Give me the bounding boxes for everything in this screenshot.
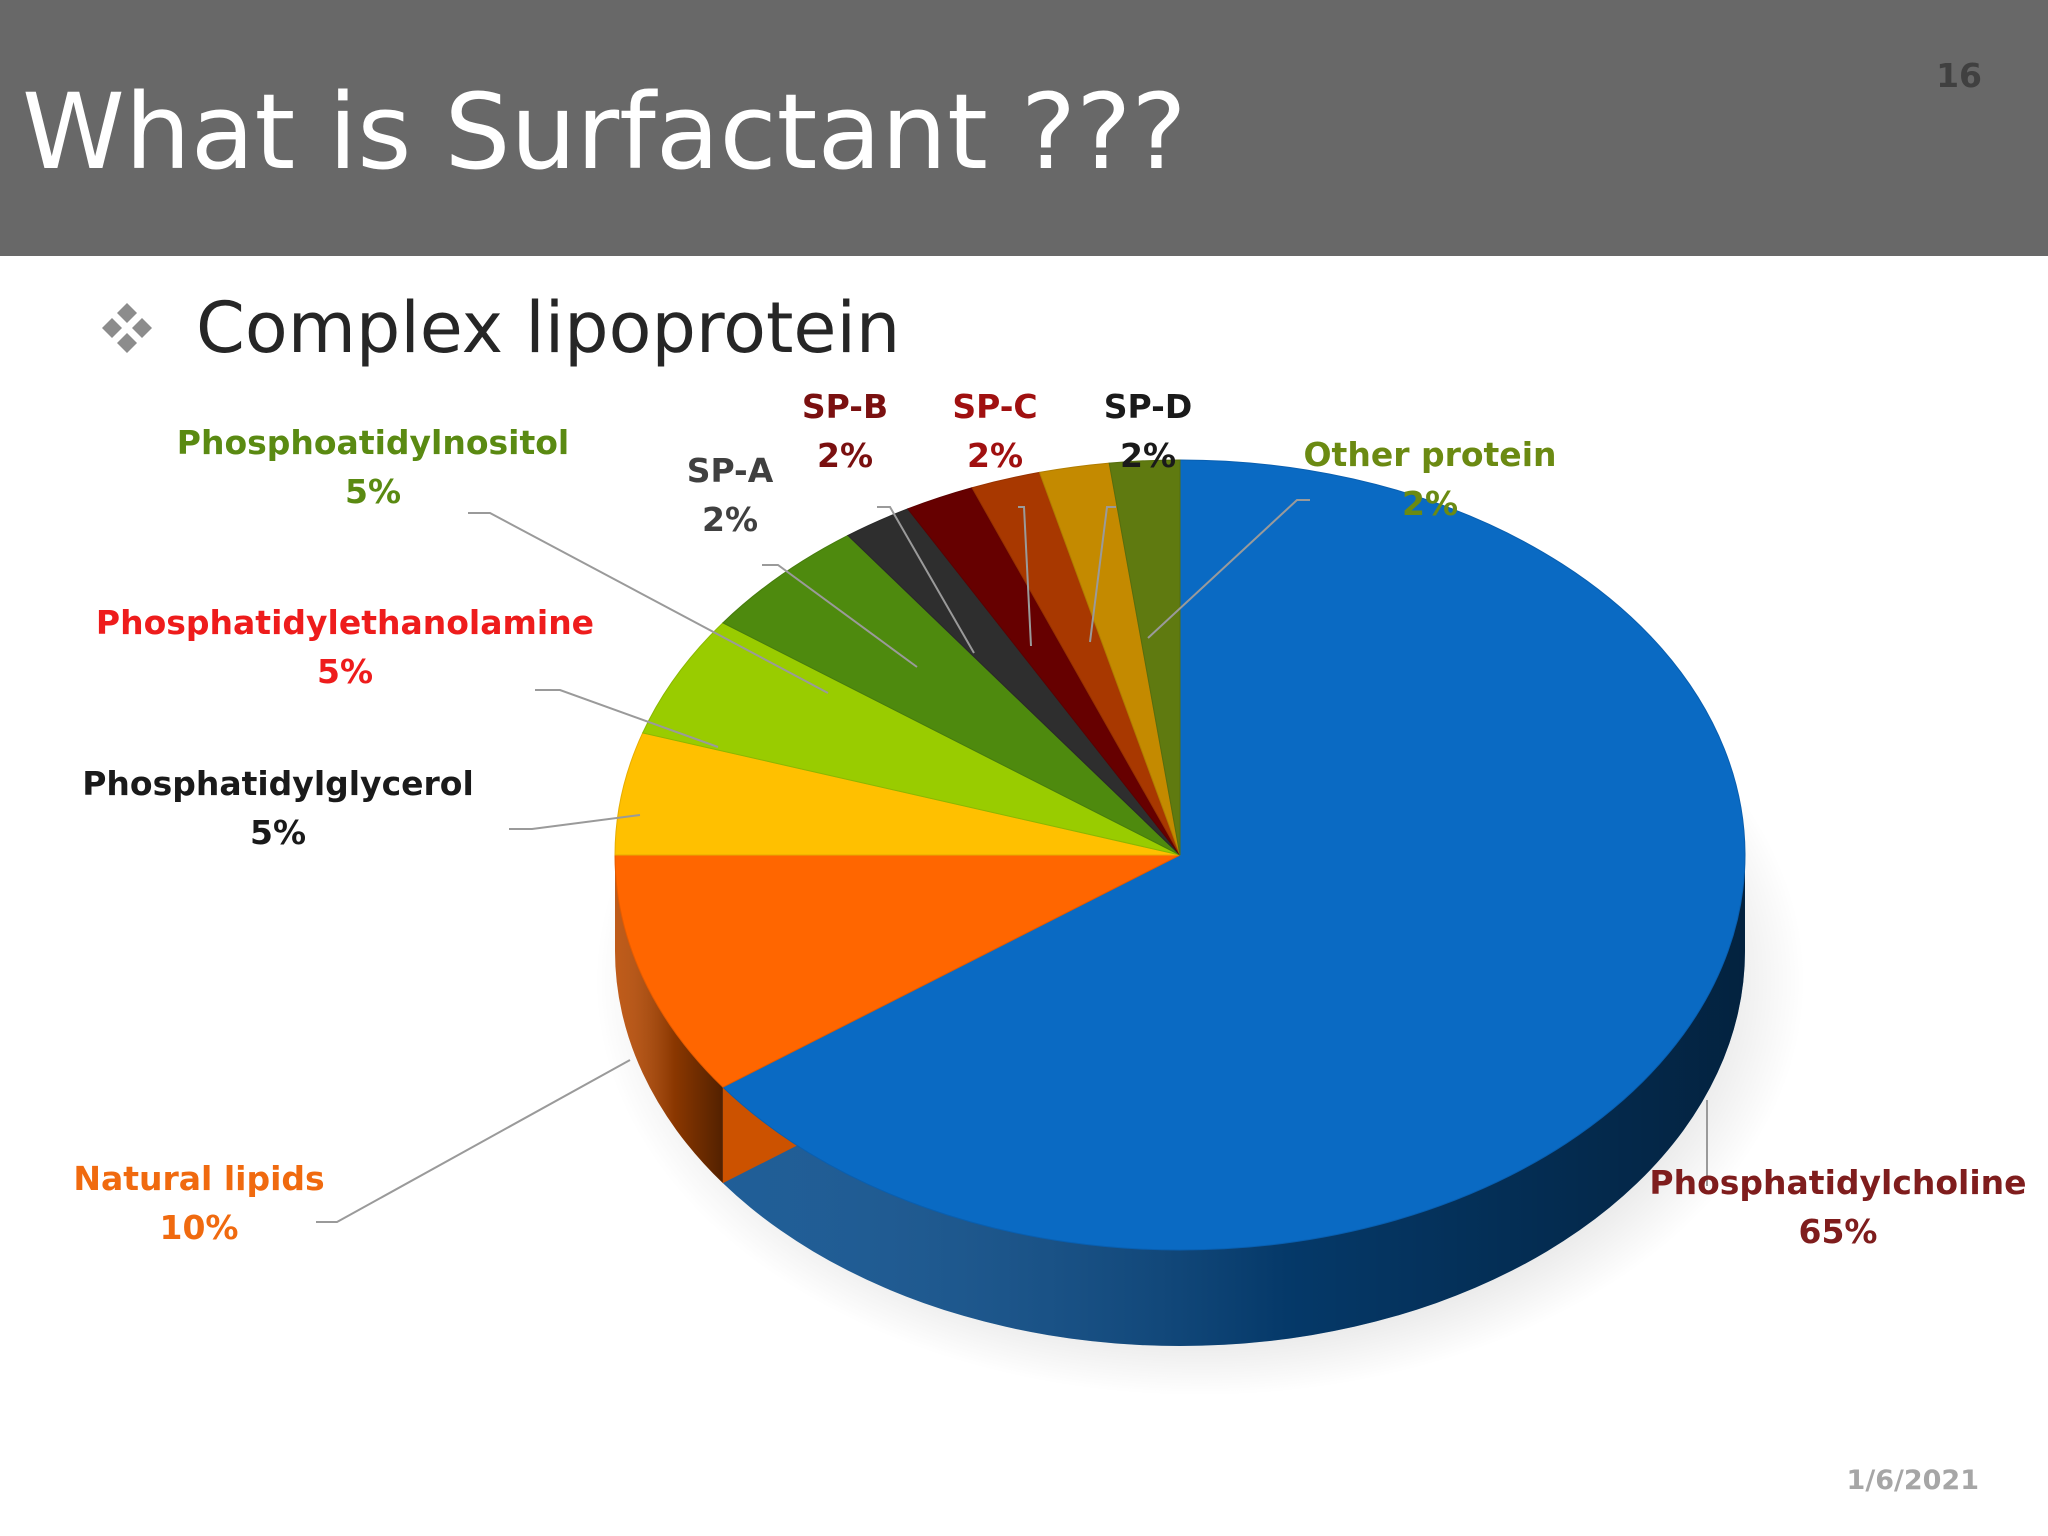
diamond-bullet-icon bbox=[102, 303, 152, 353]
slice-label-phosphatidylcholine: Phosphatidylcholine bbox=[1649, 1163, 2026, 1202]
pie-wall-shade-1 bbox=[615, 855, 723, 1184]
pie-slice-phosphoatidylnositol bbox=[722, 534, 1181, 856]
leader-line-phosphatidylglycerol bbox=[509, 814, 641, 830]
leader-line-sp-d bbox=[1089, 506, 1116, 643]
slice-label-sp-c: SP-C bbox=[952, 387, 1037, 426]
slice-value-phosphatidylethanolamine: 5% bbox=[317, 652, 373, 691]
slice-label-natural-lipids: Natural lipids bbox=[73, 1159, 324, 1198]
slice-value-sp-b: 2% bbox=[817, 436, 873, 475]
leader-line-natural-lipids bbox=[316, 1059, 631, 1223]
slice-label-phosphoatidylnositol: Phosphoatidylnositol bbox=[177, 423, 569, 462]
leader-line-sp-b bbox=[877, 506, 975, 654]
slice-value-sp-c: 2% bbox=[967, 436, 1023, 475]
slide-date: 1/6/2021 bbox=[1846, 1465, 1979, 1496]
slice-value-phosphatidylcholine: 65% bbox=[1799, 1212, 1878, 1251]
slide-title: What is Surfactant ??? bbox=[22, 71, 1187, 193]
slice-value-phosphatidylglycerol: 5% bbox=[250, 813, 306, 852]
leader-line-phosphatidylethanolamine bbox=[535, 689, 719, 748]
slice-value-sp-a: 2% bbox=[702, 500, 758, 539]
pie-slice-phosphatidylethanolamine bbox=[641, 622, 1181, 856]
leader-line-other-protein bbox=[1147, 499, 1310, 639]
leader-line-sp-c bbox=[1018, 506, 1032, 647]
slice-value-phosphoatidylnositol: 5% bbox=[345, 472, 401, 511]
slide-number: 16 bbox=[1936, 56, 1982, 95]
slice-label-phosphatidylethanolamine: Phosphatidylethanolamine bbox=[96, 603, 594, 642]
slice-label-sp-b: SP-B bbox=[802, 387, 888, 426]
leader-line-sp-a bbox=[762, 564, 918, 668]
slice-value-other-protein: 2% bbox=[1402, 484, 1458, 523]
slice-label-sp-d: SP-D bbox=[1104, 387, 1192, 426]
slice-label-phosphatidylglycerol: Phosphatidylglycerol bbox=[82, 764, 474, 803]
pie-slice-natural-lipids bbox=[614, 854, 1181, 1088]
slice-label-sp-a: SP-A bbox=[687, 451, 774, 490]
leader-line-phosphoatidylnositol bbox=[468, 512, 829, 694]
slice-value-natural-lipids: 10% bbox=[160, 1208, 239, 1247]
pie-slice-phosphatidylglycerol bbox=[614, 732, 1181, 856]
title-bar: What is Surfactant ??? 16 bbox=[0, 0, 2048, 256]
pie-slice-phosphatidylcholine bbox=[722, 459, 1746, 1251]
slice-value-sp-d: 2% bbox=[1120, 436, 1176, 475]
pie-wall-shade-0 bbox=[722, 855, 1745, 1346]
bullet-item: Complex lipoprotein bbox=[100, 278, 900, 378]
pie-slice-other-protein bbox=[1108, 459, 1181, 856]
slice-label-other-protein: Other protein bbox=[1304, 435, 1557, 474]
bullet-text: Complex lipoprotein bbox=[196, 287, 901, 369]
